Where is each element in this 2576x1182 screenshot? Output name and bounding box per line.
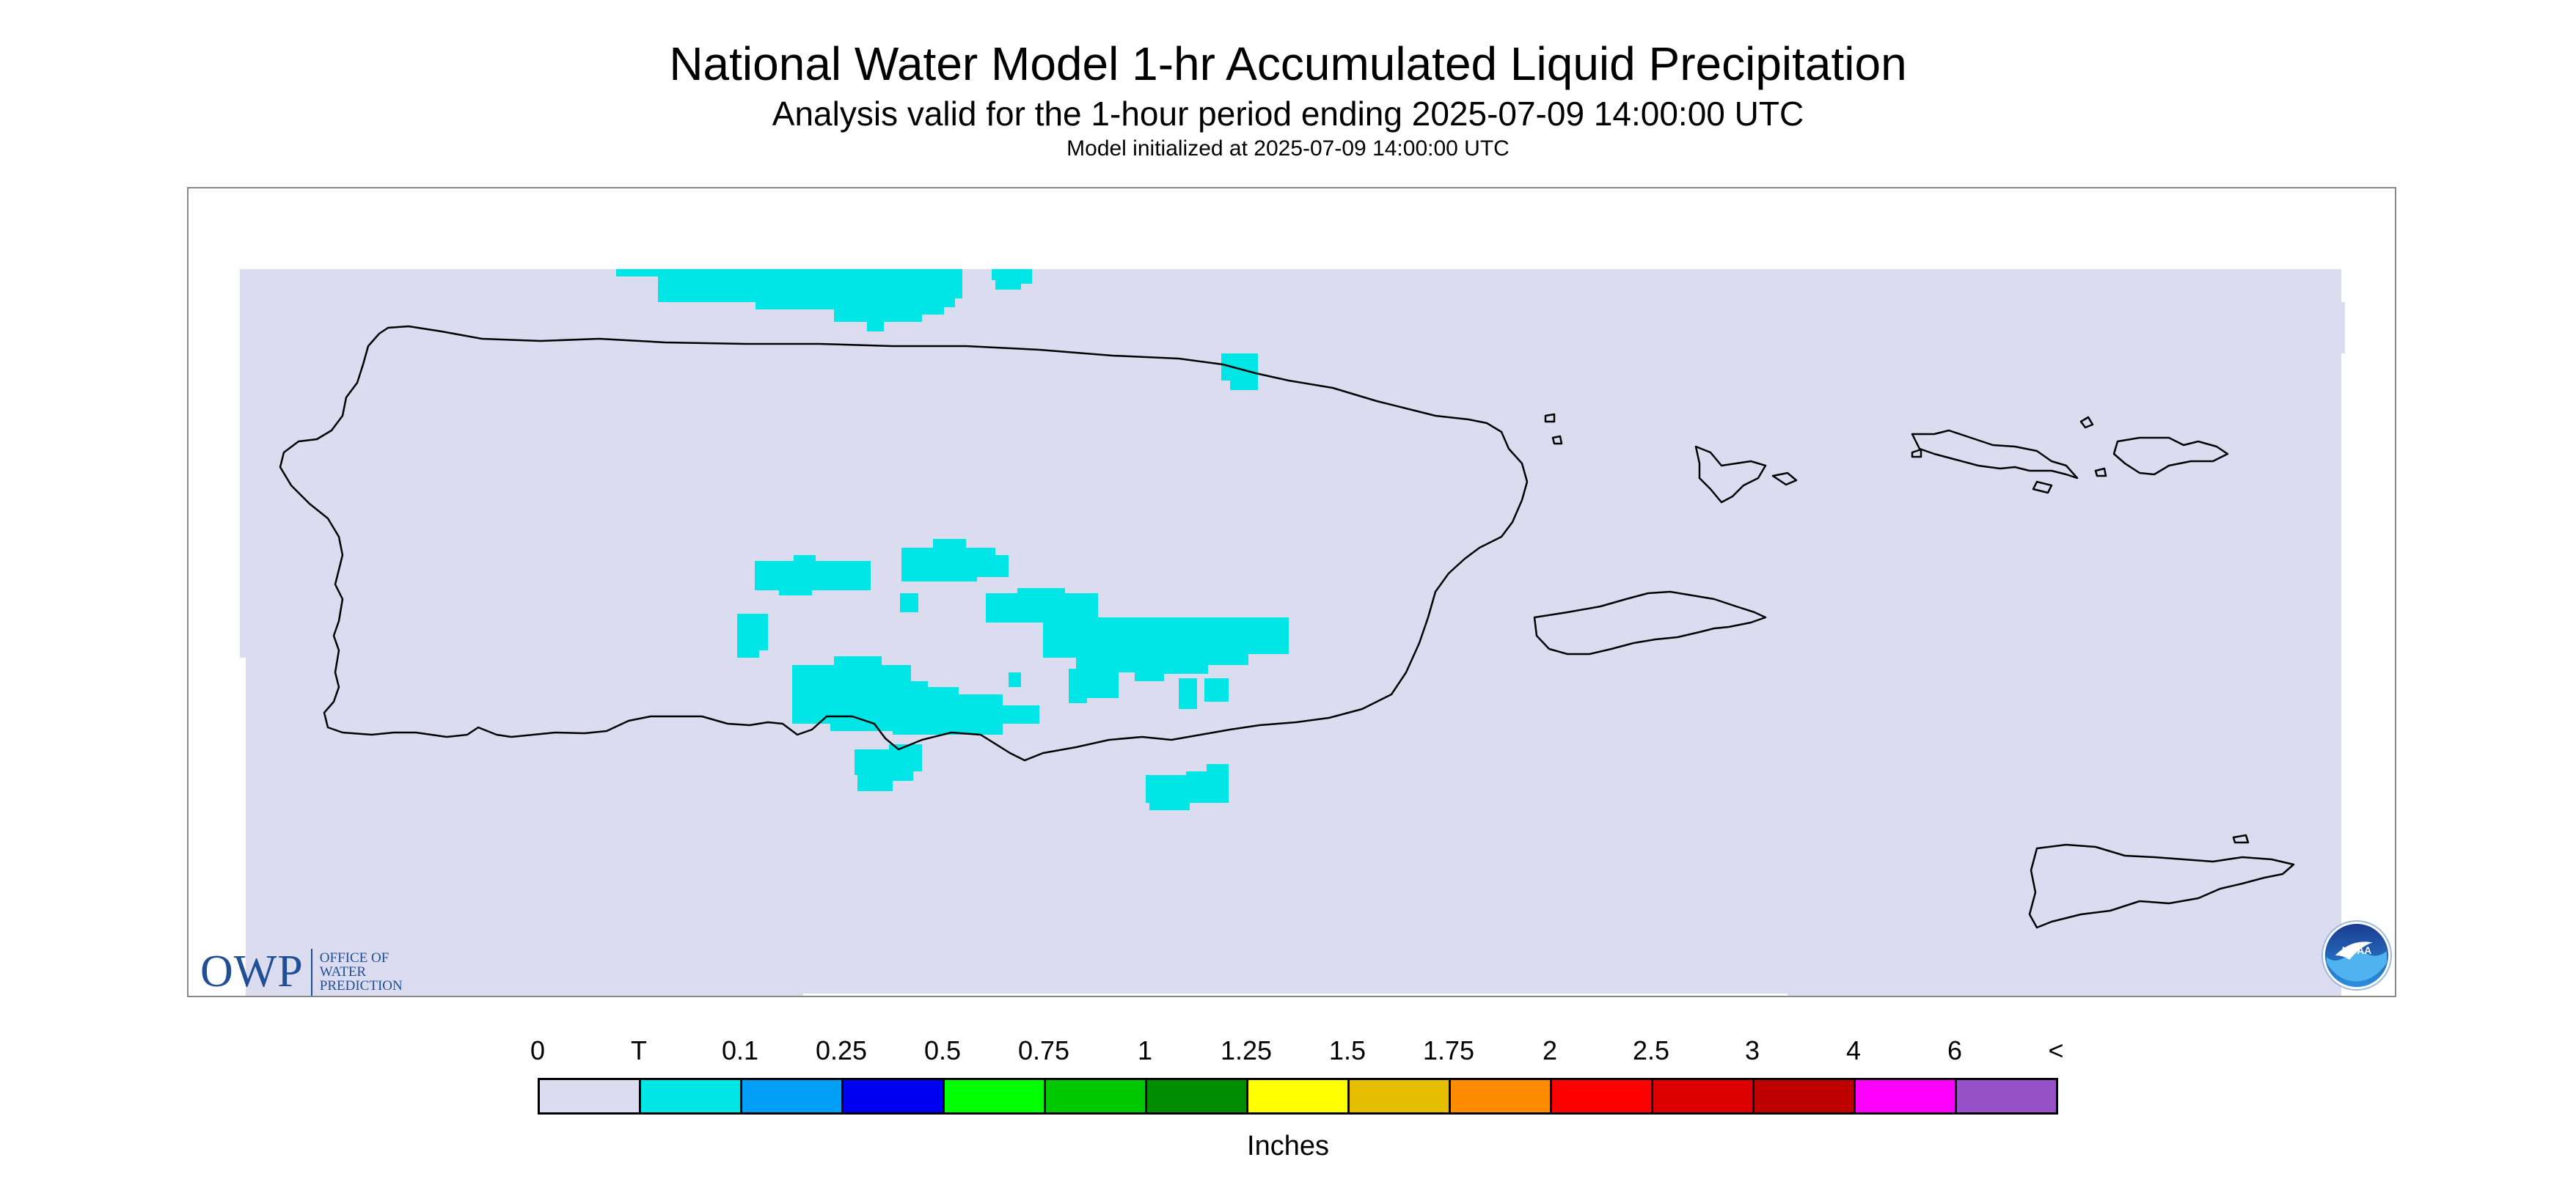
- map-panel[interactable]: [187, 187, 2396, 997]
- legend-tick-label: T: [631, 1035, 647, 1065]
- islet-1: [1911, 448, 1922, 458]
- precip-cell-small-4: [1204, 678, 1229, 702]
- islet-4: [1544, 413, 1556, 423]
- coastlines: [279, 325, 2295, 929]
- legend-swatch: [740, 1078, 844, 1115]
- precip-cell-north-offshore-east: [992, 269, 1032, 290]
- legend-tick-label: 2: [1542, 1035, 1558, 1065]
- saint-john-coastline: [2112, 436, 2229, 476]
- model-init-line: Model initialized at 2025-07-09 14:00:00…: [1066, 136, 1510, 161]
- owp-logo-word: OFFICE OF: [319, 950, 389, 966]
- precip-cell-small-2: [1009, 672, 1021, 687]
- legend-swatch: [1955, 1078, 2058, 1115]
- legend-tick-label: <: [2048, 1035, 2064, 1065]
- culebrita-coastline: [1771, 471, 1798, 486]
- legend-swatch: [1145, 1078, 1248, 1115]
- legend-units-label: Inches: [1247, 1131, 1329, 1161]
- owp-logo-word: WATER: [319, 964, 367, 980]
- precip-cell-central-3: [1069, 669, 1119, 703]
- legend-swatch: [1752, 1078, 1856, 1115]
- precip-cell-south-1: [792, 656, 1039, 735]
- legend-tick-label: 6: [1947, 1035, 1963, 1065]
- owp-logo-word: PREDICTION: [319, 978, 403, 994]
- legend-swatch: [1651, 1078, 1754, 1115]
- legend-swatch: [1550, 1078, 1653, 1115]
- legend-tick-label: 0.5: [923, 1035, 962, 1065]
- map-title: National Water Model 1-hr Accumulated Li…: [669, 37, 1907, 90]
- owp-logo-words: OFFICE OF WATER PREDICTION: [320, 951, 403, 993]
- precip-cell-central-1: [986, 588, 1098, 623]
- buck-island-coastline: [2232, 834, 2250, 844]
- legend-swatch: [1044, 1078, 1147, 1115]
- owp-logo: OWP OFFICE OF WATER PREDICTION: [200, 946, 403, 998]
- puerto-rico-coastline: [279, 325, 1529, 762]
- culebra-coastline: [1694, 445, 1767, 504]
- precip-cell-small-3: [1179, 678, 1197, 709]
- precip-cell-north-coast: [1221, 353, 1258, 390]
- legend-tick-label: 0.1: [721, 1035, 759, 1065]
- islet-5: [1551, 435, 1563, 445]
- owp-logo-letters: OWP: [200, 947, 304, 996]
- legend-tick-label: 2.5: [1632, 1035, 1670, 1065]
- legend-tick-label: 0: [530, 1035, 546, 1065]
- vieques-coastline: [1533, 590, 1767, 656]
- legend-tick-label: 4: [1845, 1035, 1862, 1065]
- owp-logo-divider: [310, 948, 312, 996]
- islet-3: [2079, 416, 2094, 429]
- precip-cell-west-1: [755, 555, 871, 595]
- legend-swatch: [1854, 1078, 1957, 1115]
- water-island-coastline: [2032, 480, 2053, 494]
- legend-swatch: [841, 1078, 945, 1115]
- legend-swatch: [639, 1078, 742, 1115]
- legend-tick-label: 1.5: [1328, 1035, 1366, 1065]
- saint-thomas-coastline: [1911, 429, 2079, 480]
- legend-swatch: [538, 1078, 641, 1115]
- islet-2: [2094, 467, 2107, 477]
- map-subtitle: Analysis valid for the 1-hour period end…: [772, 95, 1804, 133]
- legend-swatch: [1347, 1078, 1451, 1115]
- precip-cell-north-offshore: [616, 269, 962, 331]
- legend-tick-label: 3: [1744, 1035, 1760, 1065]
- trace-precip-cells: [616, 269, 1289, 810]
- precip-legend: 0 T 0.1 0.25 0.5 0.75 1 1.25 1.5 1.75 2 2.5 3 4 6 < Inc…: [0, 1027, 2576, 1173]
- legend-tick-label: 0.25: [815, 1035, 868, 1065]
- precip-map: [240, 269, 2345, 996]
- legend-tick-label: 1.25: [1220, 1035, 1273, 1065]
- precip-cell-small-1: [900, 593, 918, 612]
- legend-swatch: [943, 1078, 1046, 1115]
- noaa-logo-text: NOAA: [2342, 945, 2371, 956]
- legend-tick-label: 0.75: [1017, 1035, 1070, 1065]
- no-precip-domain: [240, 269, 2345, 996]
- precip-cell-central-2: [1043, 617, 1289, 681]
- legend-tick-label: 1: [1137, 1035, 1153, 1065]
- precip-cell-offshore-south-1: [855, 744, 922, 791]
- legend-tick-label: 1.75: [1422, 1035, 1475, 1065]
- saint-croix-coastline: [2028, 843, 2295, 929]
- precip-cell-west-3: [737, 614, 768, 658]
- precip-cell-offshore-south-2: [1146, 764, 1229, 810]
- legend-swatch: [1449, 1078, 1552, 1115]
- noaa-logo: NOAA: [2321, 919, 2393, 991]
- legend-swatch: [1246, 1078, 1350, 1115]
- precip-cell-west-2: [901, 539, 1009, 581]
